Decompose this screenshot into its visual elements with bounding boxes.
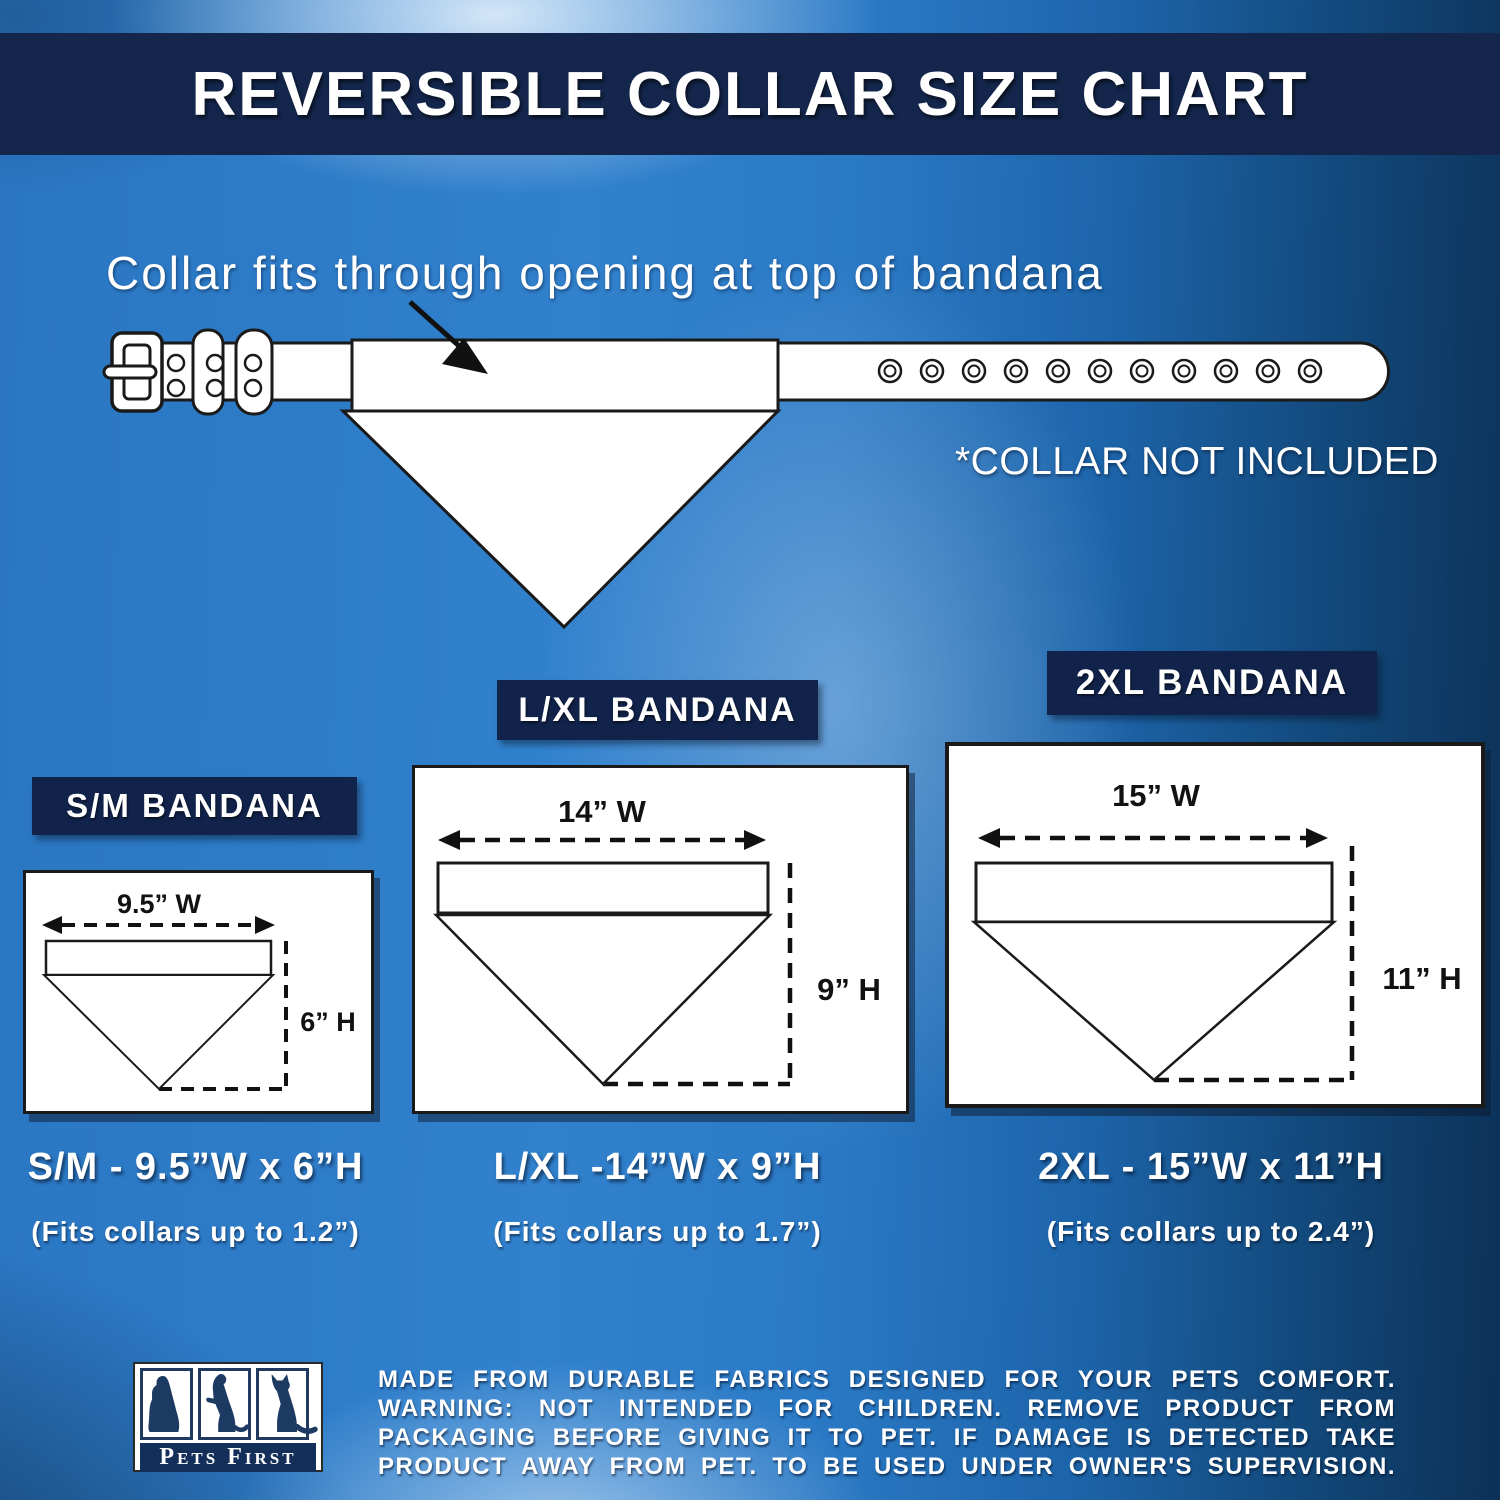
logo-dog-icon — [256, 1368, 318, 1440]
fits-note-lxl: (Fits collars up to 1.7”) — [493, 1216, 822, 1247]
size-diagram-2xl: 15” W 11” H — [970, 778, 1462, 1083]
disclaimer-line: PRODUCT AWAY FROM PET. TO BE USED UNDER … — [378, 1453, 1396, 1480]
fits-note-sm: (Fits collars up to 1.2”) — [31, 1216, 360, 1247]
height-dimension-label: 9” H — [817, 972, 881, 1007]
bandana-sleeve — [350, 338, 780, 413]
panel-label-2xl: 2XL BANDANA — [1047, 651, 1377, 715]
logo-band: Pets First — [140, 1443, 316, 1472]
size-card-lxl: 14” W 9” H — [412, 765, 909, 1114]
collar-caption: Collar fits through opening at top of ba… — [106, 247, 1104, 299]
disclaimer-line: MADE FROM DURABLE FABRICS DESIGNED FOR Y… — [378, 1366, 1396, 1393]
header-band: REVERSIBLE COLLAR SIZE CHART — [0, 33, 1500, 155]
size-diagram-sm: 9.5” W 6” H — [41, 889, 356, 1091]
logo-dog-panels — [140, 1368, 318, 1440]
collar-note: *COLLAR NOT INCLUDED — [955, 440, 1439, 483]
disclaimer-line: PACKAGING BEFORE GIVING IT TO PET. IF DA… — [378, 1424, 1396, 1451]
size-summary-lxl: L/XL -14”W x 9”H — [493, 1146, 822, 1188]
disclaimer-block: MADE FROM DURABLE FABRICS DESIGNED FOR Y… — [378, 1366, 1396, 1482]
page-title: REVERSIBLE COLLAR SIZE CHART — [191, 59, 1309, 129]
buckle-icon — [102, 328, 274, 416]
panel-label-sm: S/M BANDANA — [32, 777, 357, 835]
width-dimension-label: 15” W — [1112, 778, 1201, 813]
panel-label-lxl: L/XL BANDANA — [497, 680, 818, 740]
logo-wordmark: Pets First — [159, 1444, 297, 1470]
disclaimer-line: WARNING: NOT INTENDED FOR CHILDREN. REMO… — [378, 1395, 1396, 1422]
size-summary-sm: S/M - 9.5”W x 6”H — [27, 1146, 364, 1188]
width-dimension-label: 14” W — [558, 794, 647, 829]
collar-eyelets — [877, 358, 1323, 384]
logo-dog-icon — [198, 1368, 251, 1440]
fits-note-2xl: (Fits collars up to 2.4”) — [1046, 1216, 1376, 1247]
height-dimension-label: 11” H — [1382, 961, 1461, 996]
size-card-2xl: 15” W 11” H — [945, 742, 1485, 1108]
size-summary-2xl: 2XL - 15”W x 11”H — [1038, 1146, 1384, 1188]
arrow-pointer-icon — [408, 300, 488, 374]
height-dimension-label: 6” H — [300, 1007, 356, 1037]
bandana-triangle — [339, 409, 782, 630]
size-card-sm: 9.5” W 6” H — [23, 870, 374, 1114]
collar-illustration — [102, 300, 1390, 630]
width-dimension-label: 9.5” W — [117, 889, 202, 919]
logo-dog-icon — [140, 1368, 193, 1440]
brand-logo: Pets First — [133, 1362, 323, 1472]
size-diagram-lxl: 14” W 9” H — [433, 794, 881, 1087]
